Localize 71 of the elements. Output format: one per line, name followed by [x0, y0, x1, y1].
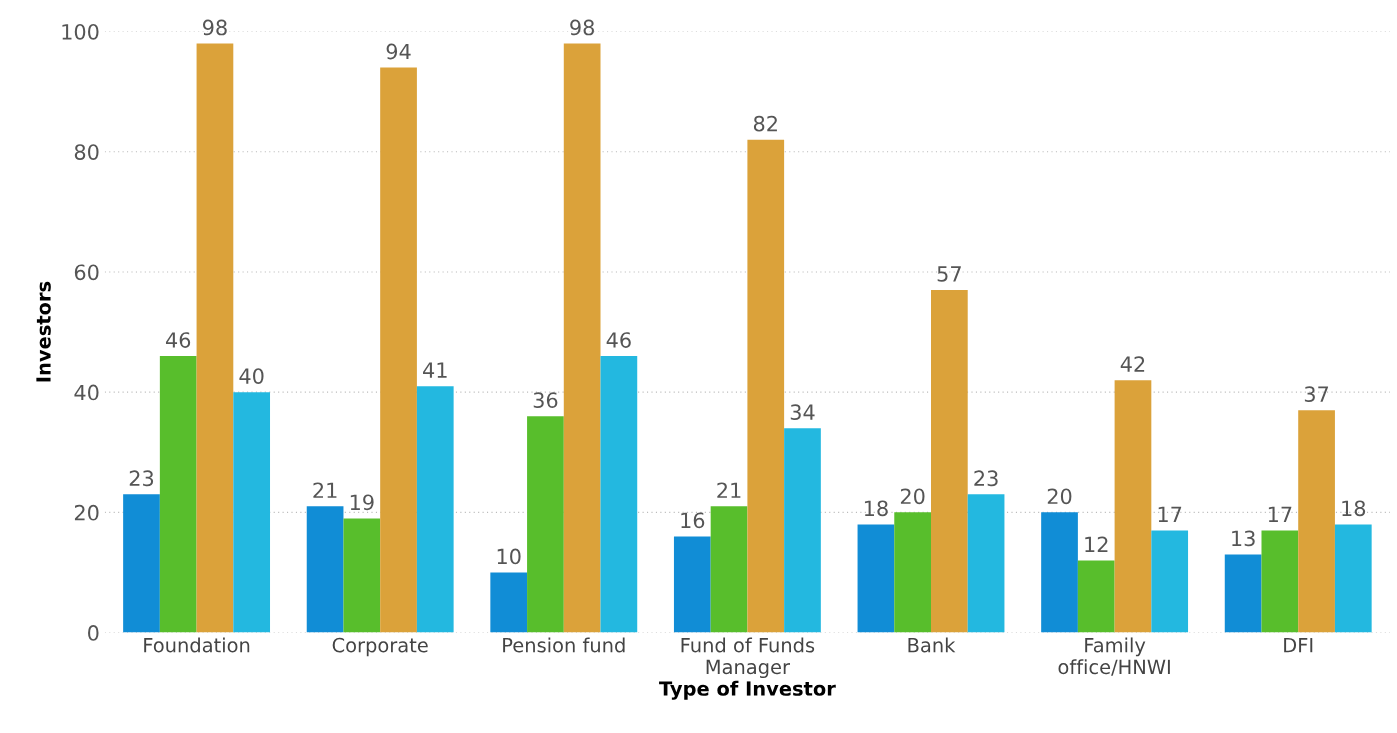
bar: [1334, 524, 1372, 633]
bar: [1077, 560, 1115, 633]
data-label: 23: [974, 470, 998, 487]
data-label: 12: [1085, 536, 1108, 552]
data-label: 18: [864, 500, 888, 517]
data-label: 36: [533, 392, 558, 408]
bar: [1298, 410, 1335, 633]
bar: [931, 289, 968, 633]
data-label: 34: [790, 404, 815, 421]
x-tick-label: Pension fund: [503, 637, 625, 653]
data-label: 46: [606, 332, 631, 348]
y-tick-label: 20: [74, 504, 99, 521]
y-tick-label: 60: [74, 264, 99, 281]
data-label: 42: [1120, 356, 1145, 372]
bar: [233, 392, 271, 633]
data-label: 94: [386, 43, 411, 60]
bar: [563, 43, 601, 633]
data-label: 20: [900, 488, 925, 505]
bar: [710, 506, 748, 633]
bar: [673, 536, 711, 633]
x-tick-label: Foundation: [144, 637, 250, 653]
bar: [159, 356, 197, 633]
bar: [416, 386, 454, 633]
data-label: 98: [203, 19, 227, 36]
y-tick-label: 40: [74, 384, 99, 401]
bar: [1224, 554, 1262, 633]
x-tick-label: Corporate: [332, 637, 428, 657]
x-tick-label: DFI: [1284, 638, 1313, 653]
data-label: 82: [753, 115, 777, 132]
bar: [1151, 530, 1189, 633]
bar: [527, 416, 564, 633]
data-label: 46: [165, 332, 191, 348]
bar: [600, 356, 638, 633]
data-label: 40: [239, 368, 264, 384]
bar: [1261, 530, 1299, 633]
data-label: 19: [350, 494, 374, 511]
data-label: 37: [1304, 386, 1329, 402]
data-label: 16: [681, 512, 705, 529]
bar: [343, 518, 381, 633]
data-label: 23: [129, 470, 154, 487]
data-label: 17: [1268, 506, 1292, 522]
y-tick-label: 80: [74, 144, 99, 160]
data-label: 98: [570, 19, 594, 36]
x-tick-label: Family office/HNWI: [1058, 637, 1170, 676]
data-label: 41: [423, 362, 447, 378]
bar: [857, 524, 895, 633]
bar: [196, 43, 234, 633]
bar: [306, 506, 344, 633]
x-axis-title: Type of Investor: [659, 680, 836, 700]
y-axis-title: Investors: [36, 281, 51, 382]
bar: [967, 494, 1005, 633]
y-tick-label: 0: [88, 625, 99, 641]
data-label: 17: [1158, 506, 1182, 522]
bar: [1041, 512, 1078, 633]
data-label: 13: [1232, 530, 1255, 547]
y-tick-label: 100: [62, 23, 99, 40]
data-label: 21: [313, 482, 337, 498]
data-label: 21: [717, 482, 741, 498]
x-tick-label: Fund of Funds Manager: [681, 637, 815, 679]
bar: [747, 139, 785, 633]
bar: [1114, 380, 1152, 633]
bar: [784, 428, 821, 633]
bar: [123, 494, 160, 633]
bar: [894, 512, 931, 633]
x-tick-label: Bank: [908, 637, 956, 653]
bar: [490, 572, 528, 633]
data-label: 57: [937, 266, 961, 282]
data-label: 18: [1342, 500, 1366, 517]
data-label: 20: [1047, 488, 1072, 505]
data-label: 10: [497, 548, 521, 565]
bar: [380, 67, 417, 633]
